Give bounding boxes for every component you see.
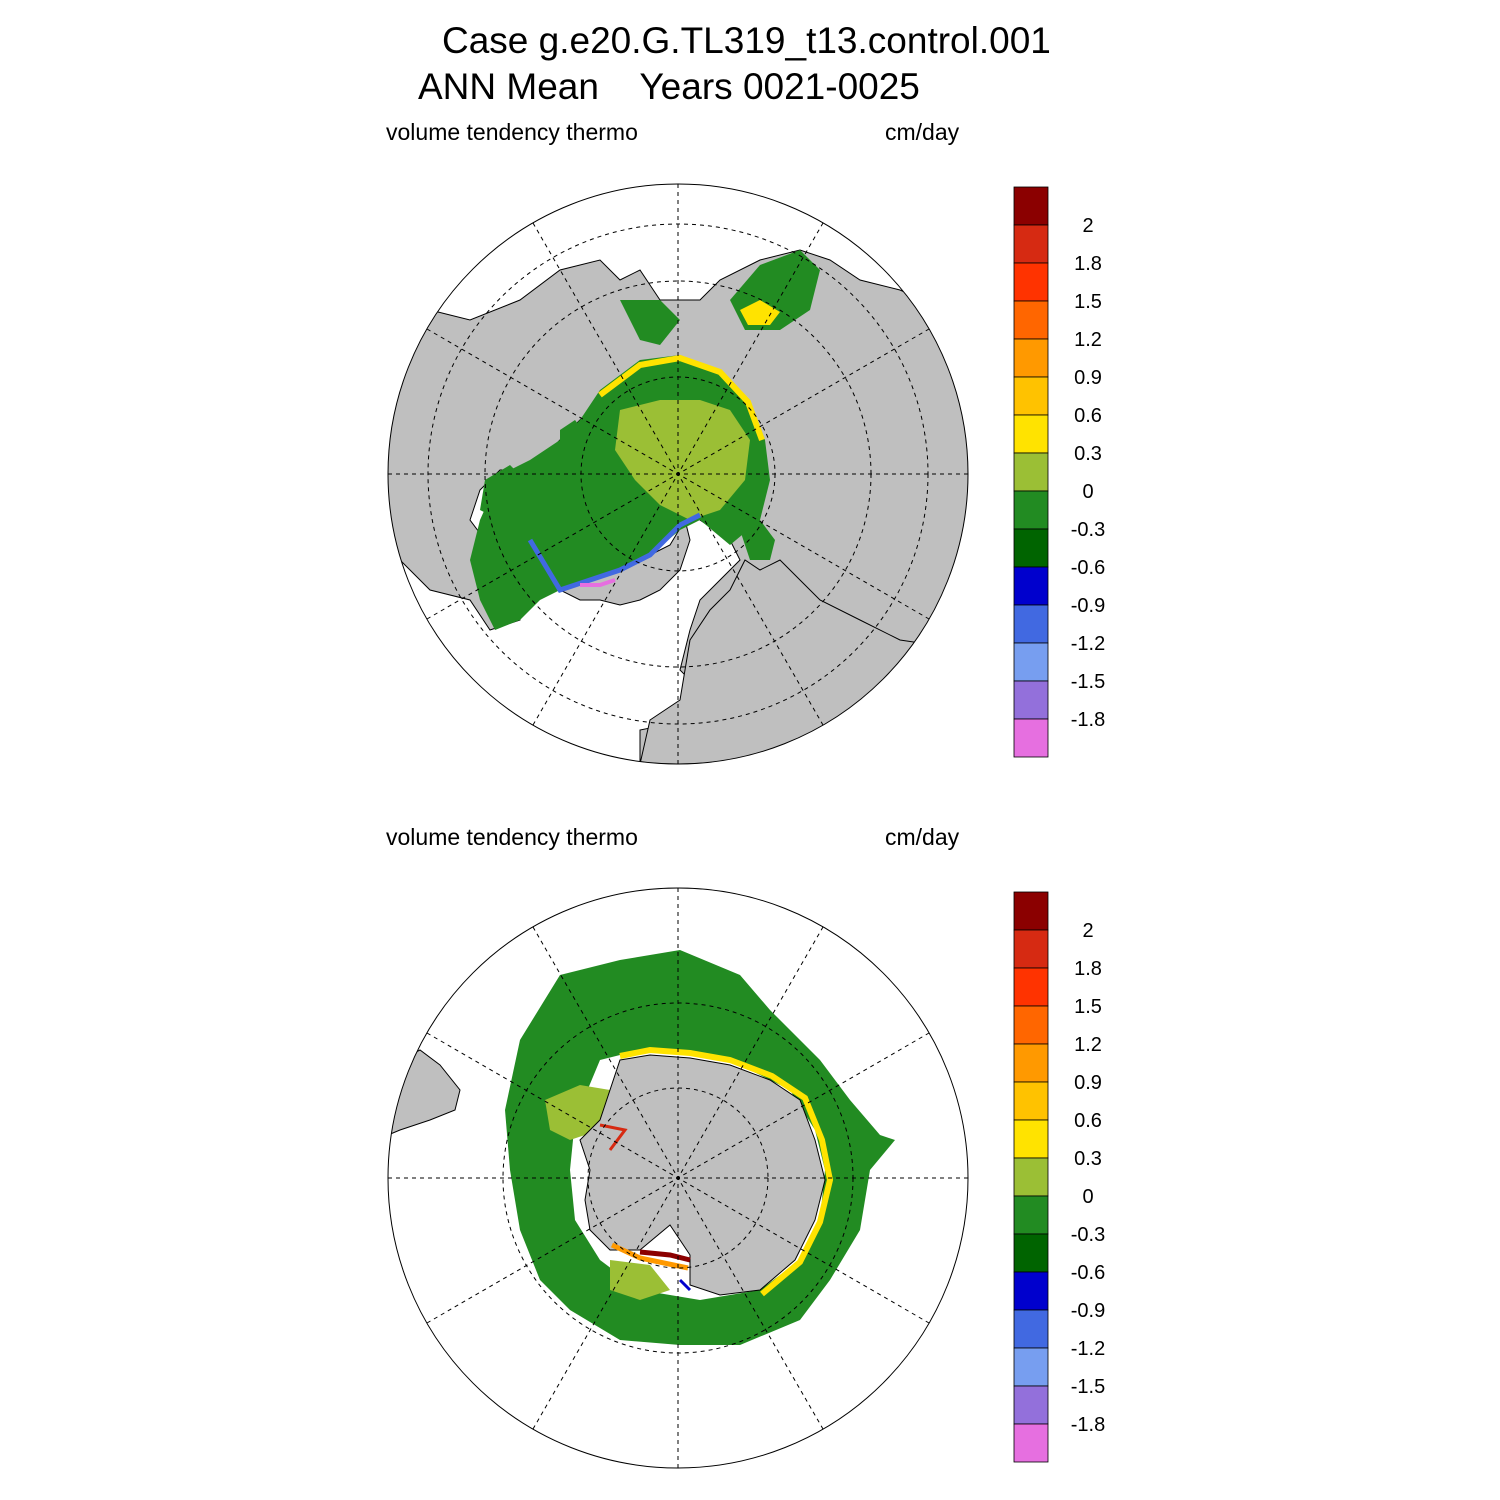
north-colorbar: 2 1.8 1.5 1.2 0.9 0.6 0.3 0 -0.3 -0.6 -0.9 -1.2 -1.5… [1013,186,1105,758]
north-colorbar-label: -0.3 [1071,519,1105,541]
south-colorbar-swatch [1013,1233,1049,1273]
north-ice-bering [620,300,680,345]
south-colorbar-swatch [1013,1309,1049,1349]
north-ice-blue-coast [527,512,702,594]
south-colorbar-label: -1.8 [1071,1414,1105,1436]
south-colorbar-swatch [1013,1347,1049,1387]
north-ice-magenta-patch [580,578,616,587]
south-colorbar-swatch [1013,891,1049,931]
north-ice-central-light [615,400,750,520]
south-map-border [387,887,969,1469]
north-colorbar-label: -1.2 [1071,633,1105,655]
south-colorbar-swatch [1013,1005,1049,1045]
north-ice-okhotsk-yellow [740,300,780,325]
south-ice-ross-light [610,1260,670,1300]
south-ice-ross-orange [610,1242,689,1271]
north-graticule [388,184,968,764]
north-ice-yellow-margin [598,354,765,442]
south-colorbar-label: 0.6 [1074,1110,1102,1132]
south-colorbar-label: -1.5 [1071,1376,1105,1398]
north-colorbar-swatch [1013,262,1049,302]
south-colorbar-swatch [1013,1157,1049,1197]
north-colorbar-swatch [1013,680,1049,720]
south-colorbar-swatch [1013,1043,1049,1083]
south-colorbar-label: -1.2 [1071,1338,1105,1360]
south-colorbar-label: 1.5 [1074,996,1102,1018]
north-polar-map [387,183,969,765]
north-colorbar-swatch [1013,376,1049,416]
north-colorbar-swatch [1013,604,1049,644]
south-colorbar-label: 1.2 [1074,1034,1102,1056]
south-colorbar-label: 0.3 [1074,1148,1102,1170]
north-colorbar-swatch [1013,414,1049,454]
plot-title-line2: ANN Mean Years 0021-0025 [418,66,920,107]
south-colorbar-swatch [1013,929,1049,969]
north-colorbar-swatch [1013,186,1049,226]
south-colorbar-swatch [1013,1195,1049,1235]
south-ice-ross-red [639,1249,691,1263]
north-map-border [387,183,969,765]
south-colorbar-label: 2 [1082,920,1093,942]
south-colorbar-label: -0.9 [1071,1300,1105,1322]
north-colorbar-label: -0.6 [1071,557,1105,579]
north-colorbar-label: 1.5 [1074,291,1102,313]
north-colorbar-swatch [1013,452,1049,492]
north-colorbar-swatch [1013,718,1049,758]
north-colorbar-swatch [1013,642,1049,682]
south-polar-map [387,887,969,1469]
north-colorbar-label: 2 [1082,215,1093,237]
north-ice-barents [740,520,775,560]
north-colorbar-label: 0.9 [1074,367,1102,389]
south-colorbar-label: 0.9 [1074,1072,1102,1094]
plot-title-line1: Case g.e20.G.TL319_t13.control.001 [442,20,1051,61]
south-colorbar-label: 1.8 [1074,958,1102,980]
south-ice-coastal-yellow [619,1046,834,1297]
north-colorbar-swatch [1013,224,1049,264]
north-colorbar-swatch [1013,528,1049,568]
south-colorbar-swatch [1013,1081,1049,1121]
south-colorbar-swatch [1013,1423,1049,1463]
north-colorbar-label: -1.5 [1071,671,1105,693]
south-colorbar-label: -0.3 [1071,1224,1105,1246]
north-panel-left-label: volume tendency thermo [386,119,638,145]
north-colorbar-label: 1.8 [1074,253,1102,275]
south-colorbar-swatch [1013,967,1049,1007]
north-colorbar-label: 0.3 [1074,443,1102,465]
north-panel-units-label: cm/day [885,119,960,145]
north-colorbar-label: 1.2 [1074,329,1102,351]
north-colorbar-swatch [1013,338,1049,378]
south-panel-left-label: volume tendency thermo [386,824,638,850]
south-colorbar-swatch [1013,1385,1049,1425]
north-colorbar-label: 0.6 [1074,405,1102,427]
north-colorbar-label: -0.9 [1071,595,1105,617]
south-ice-ring [505,950,895,1345]
south-graticule [388,888,968,1468]
south-colorbar: 2 1.8 1.5 1.2 0.9 0.6 0.3 0 -0.3 -0.6 -0.9 -1.2 -1.5… [1013,891,1105,1463]
south-ice-blue-patch [678,1278,692,1292]
north-colorbar-swatch [1013,490,1049,530]
south-colorbar-swatch [1013,1119,1049,1159]
south-colorbar-swatch [1013,1271,1049,1311]
north-colorbar-label: 0 [1082,481,1093,503]
north-colorbar-swatch [1013,566,1049,606]
south-panel-units-label: cm/day [885,824,960,850]
south-ice-coastal-red [599,1123,628,1151]
north-ice-hudson-bay [480,465,525,520]
north-colorbar-label: -1.8 [1071,709,1105,731]
south-colorbar-label: 0 [1082,1186,1093,1208]
north-colorbar-swatch [1013,300,1049,340]
south-colorbar-label: -0.6 [1071,1262,1105,1284]
